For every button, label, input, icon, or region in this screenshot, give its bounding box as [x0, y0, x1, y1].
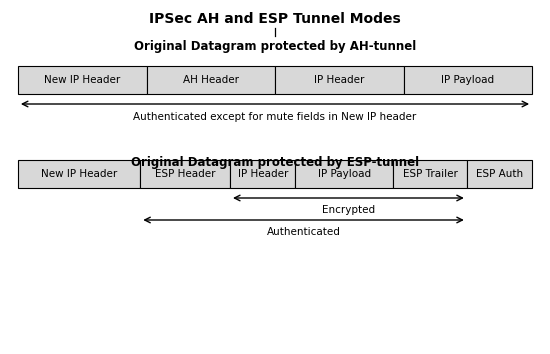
Text: IPSec AH and ESP Tunnel Modes: IPSec AH and ESP Tunnel Modes	[149, 12, 401, 26]
Text: IP Payload: IP Payload	[441, 75, 494, 85]
Text: Encrypted: Encrypted	[322, 205, 375, 215]
Text: Original Datagram protected by AH-tunnel: Original Datagram protected by AH-tunnel	[134, 40, 416, 53]
Text: IP Header: IP Header	[314, 75, 365, 85]
Text: ESP Auth: ESP Auth	[476, 169, 523, 179]
Bar	[393, 160, 467, 188]
Text: ESP Header: ESP Header	[155, 169, 216, 179]
Bar	[275, 66, 404, 94]
Bar	[140, 160, 230, 188]
Text: Authenticated except for mute fields in New IP header: Authenticated except for mute fields in …	[133, 112, 417, 122]
Bar	[18, 66, 146, 94]
Bar	[404, 66, 532, 94]
Text: IP Header: IP Header	[238, 169, 288, 179]
Bar	[230, 160, 295, 188]
Bar	[146, 66, 275, 94]
Bar	[467, 160, 532, 188]
Text: ESP Trailer: ESP Trailer	[403, 169, 458, 179]
Text: New IP Header: New IP Header	[44, 75, 120, 85]
Text: Authenticated: Authenticated	[267, 227, 340, 237]
Text: New IP Header: New IP Header	[41, 169, 117, 179]
Text: IP Payload: IP Payload	[318, 169, 371, 179]
Bar	[18, 160, 140, 188]
Bar	[295, 160, 393, 188]
Text: Original Datagram protected by ESP-tunnel: Original Datagram protected by ESP-tunne…	[131, 156, 419, 169]
Text: AH Header: AH Header	[183, 75, 239, 85]
